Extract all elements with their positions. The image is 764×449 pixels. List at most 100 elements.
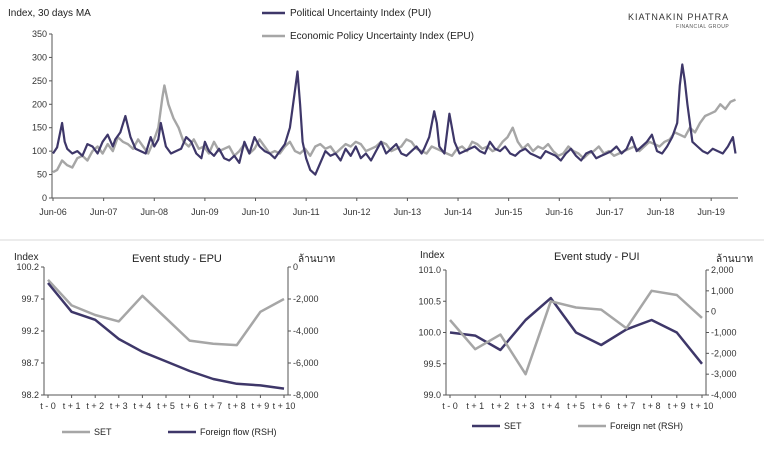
epu-right-tick-label: -8,000 bbox=[293, 390, 319, 400]
main-x-tick-label: Jun-18 bbox=[647, 207, 675, 217]
main-y-tick-label: 200 bbox=[32, 99, 47, 109]
epu-x-tick-label: t + 3 bbox=[110, 401, 128, 411]
main-x-tick-label: Jun-19 bbox=[697, 207, 725, 217]
epu-left-tick-label: 98.2 bbox=[21, 390, 39, 400]
main-ticks: 0 50 100 150 200 250 300 350 Jun-06 Jun-07 Jun-08 J… bbox=[32, 29, 738, 217]
main-y-tick-label: 100 bbox=[32, 146, 47, 156]
pui-right-label: ล้านบาท bbox=[716, 253, 753, 265]
pui-x-tick-label: t + 8 bbox=[643, 401, 661, 411]
main-lines bbox=[52, 63, 737, 176]
pui-right-tick-label: 2,000 bbox=[711, 265, 734, 275]
pui-foreign-line bbox=[449, 289, 703, 376]
brand-sub: FINANCIAL GROUP bbox=[676, 24, 729, 30]
epu-index-label: Index bbox=[14, 252, 38, 263]
pui-right-tick-label: -4,000 bbox=[711, 390, 737, 400]
pui-index-label: Index bbox=[420, 250, 444, 261]
main-x-tick-label: Jun-10 bbox=[242, 207, 270, 217]
main-y-tick-label: 50 bbox=[37, 170, 47, 180]
epu-title: Event study - EPU bbox=[132, 253, 222, 265]
epu-x-tick-label: t + 4 bbox=[134, 401, 152, 411]
epu-x-tick-label: t + 10 bbox=[273, 401, 296, 411]
epu-right-label: ล้านบาท bbox=[298, 253, 335, 265]
pui-series-line bbox=[52, 63, 737, 176]
epu-x-tick-label: t + 1 bbox=[63, 401, 81, 411]
epu-x-tick-label: t + 7 bbox=[204, 401, 222, 411]
epu-foreign-line bbox=[47, 282, 285, 390]
pui-right-tick-label: 1,000 bbox=[711, 286, 734, 296]
pui-x-tick-label: t + 9 bbox=[668, 401, 686, 411]
main-x-tick-label: Jun-16 bbox=[546, 207, 574, 217]
epu-x-tick-label: t + 6 bbox=[181, 401, 199, 411]
epu-left-tick-label: 98.7 bbox=[21, 358, 39, 368]
legend-label-foreign-flow: Foreign flow (RSH) bbox=[200, 427, 277, 437]
epu-set-line bbox=[47, 278, 285, 347]
main-x-tick-label: Jun-17 bbox=[596, 207, 624, 217]
pui-event-panel: Index Event study - PUI ล้านบาท 101.0 100… bbox=[418, 250, 753, 431]
pui-x-tick-label: t + 2 bbox=[492, 401, 510, 411]
epu-x-tick-label: t + 8 bbox=[228, 401, 246, 411]
epu-event-panel: Index Event study - EPU ล้านบาท 100.2 99.… bbox=[14, 252, 335, 437]
pui-legend: SET Foreign net (RSH) bbox=[472, 421, 683, 431]
brand-logo: KIATNAKIN PHATRA FINANCIAL GROUP bbox=[628, 12, 729, 30]
epu-left-tick-label: 99.2 bbox=[21, 326, 39, 336]
brand-name: KIATNAKIN PHATRA bbox=[628, 12, 729, 22]
legend-label-set: SET bbox=[94, 427, 112, 437]
pui-left-tick-label: 101.0 bbox=[418, 265, 441, 275]
epu-legend: SET Foreign flow (RSH) bbox=[62, 427, 277, 437]
pui-left-tick-label: 100.0 bbox=[418, 328, 441, 338]
pui-left-tick-label: 99.0 bbox=[423, 390, 441, 400]
pui-set-line bbox=[449, 296, 703, 365]
legend-label-pui: Political Uncertainty Index (PUI) bbox=[290, 8, 431, 19]
pui-x-tick-label: t + 4 bbox=[542, 401, 560, 411]
epu-left-tick-label: 99.7 bbox=[21, 294, 39, 304]
main-x-tick-label: Jun-14 bbox=[444, 207, 472, 217]
epu-x-tick-label: t + 5 bbox=[157, 401, 175, 411]
pui-right-tick-label: -3,000 bbox=[711, 369, 737, 379]
main-x-tick-label: Jun-12 bbox=[343, 207, 371, 217]
epu-right-tick-label: -6,000 bbox=[293, 358, 319, 368]
epu-series-line bbox=[52, 84, 736, 174]
epu-ticks: 100.2 99.7 99.2 98.7 98.2 0 -2,000 -4,000 -6,000… bbox=[16, 262, 318, 411]
pui-x-tick-label: t + 5 bbox=[567, 401, 585, 411]
pui-right-tick-label: 0 bbox=[711, 307, 716, 317]
main-y-tick-label: 250 bbox=[32, 76, 47, 86]
pui-x-tick-label: t + 3 bbox=[517, 401, 535, 411]
pui-left-tick-label: 99.5 bbox=[423, 359, 441, 369]
main-y-tick-label: 150 bbox=[32, 123, 47, 133]
epu-x-tick-label: t - 0 bbox=[40, 401, 56, 411]
epu-lines bbox=[47, 278, 285, 390]
main-chart: Index, 30 days MA 0 50 100 150 200 250 300 350 J… bbox=[8, 8, 738, 217]
epu-x-tick-label: t + 2 bbox=[86, 401, 104, 411]
main-y-tick-label: 0 bbox=[42, 193, 47, 203]
legend-label-set: SET bbox=[504, 421, 522, 431]
pui-right-tick-label: -2,000 bbox=[711, 348, 737, 358]
main-x-tick-label: Jun-15 bbox=[495, 207, 523, 217]
main-y-tick-label: 350 bbox=[32, 29, 47, 39]
main-x-tick-label: Jun-06 bbox=[39, 207, 67, 217]
main-x-tick-label: Jun-13 bbox=[394, 207, 422, 217]
main-y-label: Index, 30 days MA bbox=[8, 8, 91, 19]
main-x-tick-label: Jun-07 bbox=[90, 207, 118, 217]
main-legend: Political Uncertainty Index (PUI) Econom… bbox=[262, 8, 474, 42]
pui-right-tick-label: -1,000 bbox=[711, 328, 737, 338]
pui-x-tick-label: t + 6 bbox=[592, 401, 610, 411]
legend-label-epu: Economic Policy Uncertainty Index (EPU) bbox=[290, 31, 474, 42]
pui-x-tick-label: t + 10 bbox=[691, 401, 714, 411]
pui-left-tick-label: 100.5 bbox=[418, 296, 441, 306]
epu-right-tick-label: -2,000 bbox=[293, 294, 319, 304]
epu-x-tick-label: t + 9 bbox=[252, 401, 270, 411]
epu-right-tick-label: 0 bbox=[293, 262, 298, 272]
epu-right-tick-label: -4,000 bbox=[293, 326, 319, 336]
pui-x-tick-label: t - 0 bbox=[442, 401, 458, 411]
epu-left-tick-label: 100.2 bbox=[16, 262, 39, 272]
legend-label-foreign-net: Foreign net (RSH) bbox=[610, 421, 683, 431]
main-y-tick-label: 300 bbox=[32, 52, 47, 62]
main-x-tick-label: Jun-11 bbox=[293, 207, 320, 217]
pui-title: Event study - PUI bbox=[554, 251, 640, 263]
main-x-tick-label: Jun-08 bbox=[141, 207, 169, 217]
main-x-tick-label: Jun-09 bbox=[191, 207, 219, 217]
pui-x-tick-label: t + 7 bbox=[618, 401, 636, 411]
pui-lines bbox=[449, 289, 703, 376]
pui-x-tick-label: t + 1 bbox=[466, 401, 484, 411]
